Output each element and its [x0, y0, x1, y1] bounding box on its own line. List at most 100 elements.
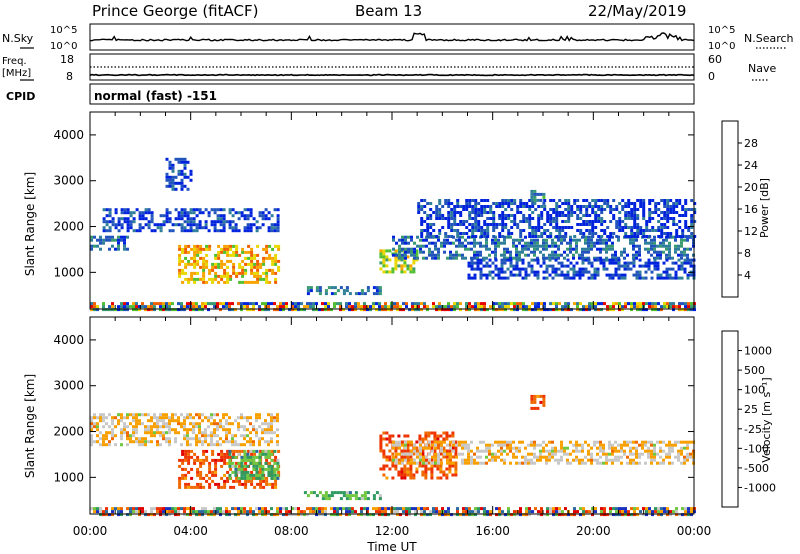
- power-cell: [240, 308, 243, 312]
- power-cell: [542, 258, 546, 262]
- power-cell: [431, 250, 434, 254]
- power-cell: [435, 205, 439, 208]
- power-cell: [594, 220, 598, 223]
- velocity-cell: [228, 452, 232, 456]
- velocity-cell: [539, 449, 542, 453]
- power-cell: [381, 308, 384, 312]
- power-cell: [375, 302, 378, 306]
- power-cell: [407, 247, 410, 251]
- power-cell: [522, 220, 526, 223]
- velocity-cell: [108, 425, 111, 429]
- power-cell: [635, 253, 638, 257]
- power-cell: [627, 226, 631, 229]
- power-cell: [102, 208, 106, 212]
- power-cell: [525, 202, 529, 205]
- power-cell: [216, 305, 219, 309]
- velocity-cell: [93, 416, 96, 420]
- velocity-cell: [417, 507, 420, 511]
- velocity-cell: [168, 437, 171, 441]
- velocity-cell: [400, 470, 404, 474]
- power-cell: [671, 235, 674, 239]
- velocity-cell: [190, 485, 194, 489]
- power-cell: [468, 205, 472, 208]
- power-cell: [674, 247, 677, 251]
- power-cell: [572, 253, 575, 257]
- power-cell: [531, 302, 534, 306]
- power-cell: [372, 292, 376, 296]
- power-feature: [417, 199, 697, 238]
- power-cell: [394, 261, 398, 265]
- velocity-cell: [621, 507, 624, 511]
- power-cell: [465, 308, 468, 312]
- velocity-cell: [120, 413, 123, 417]
- power-cell: [162, 214, 166, 218]
- power-cell: [510, 208, 514, 211]
- power-cell: [435, 308, 438, 312]
- power-cell: [237, 302, 240, 306]
- velocity-cell: [171, 419, 174, 423]
- power-cell: [588, 302, 591, 306]
- power-cell: [217, 253, 221, 257]
- power-cell: [572, 267, 576, 271]
- velocity-cell: [381, 513, 384, 517]
- velocity-cell: [250, 479, 254, 483]
- velocity-cell: [500, 443, 503, 447]
- velocity-cell: [232, 479, 236, 483]
- power-feature: [90, 302, 696, 312]
- power-cell: [232, 244, 236, 248]
- velocity-cell: [503, 461, 506, 465]
- power-cell: [456, 229, 460, 232]
- velocity-cell: [243, 473, 247, 477]
- power-cell: [651, 308, 654, 312]
- power-cell: [135, 302, 138, 306]
- power-cell: [177, 302, 180, 306]
- power-cell: [542, 201, 546, 205]
- velocity-cell: [243, 434, 246, 438]
- velocity-cell: [509, 446, 512, 450]
- power-cell: [617, 238, 620, 242]
- velocity-cell: [644, 440, 647, 444]
- power-cell: [605, 250, 608, 254]
- velocity-cell: [321, 497, 325, 501]
- power-cell: [456, 211, 460, 214]
- power-cell: [117, 238, 120, 242]
- velocity-cell: [438, 513, 441, 517]
- velocity-cell: [225, 513, 228, 517]
- velocity-cell: [264, 461, 268, 465]
- power-cell: [485, 273, 489, 277]
- power-cell: [480, 226, 484, 229]
- velocity-cell: [228, 476, 232, 480]
- power-cell: [135, 229, 139, 233]
- power-cell: [524, 247, 527, 251]
- velocity-cell: [465, 507, 468, 511]
- power-cell: [627, 214, 631, 217]
- power-cell: [665, 256, 668, 260]
- power-cell: [624, 305, 627, 309]
- power-cell: [232, 253, 236, 257]
- velocity-cell: [255, 413, 258, 417]
- power-cell: [183, 308, 186, 312]
- velocity-cell: [244, 461, 248, 465]
- velocity-cell: [90, 440, 93, 444]
- velocity-cell: [141, 443, 144, 447]
- power-cell: [578, 273, 582, 277]
- power-cell: [459, 308, 462, 312]
- power-cell: [345, 286, 349, 290]
- power-cell: [618, 202, 622, 205]
- velocity-cell: [198, 428, 201, 432]
- power-cell: [288, 308, 291, 312]
- power-cell: [404, 238, 407, 242]
- velocity-cell: [255, 449, 259, 453]
- power-cell: [543, 199, 547, 202]
- velocity-cell: [464, 440, 467, 444]
- power-cell: [425, 244, 428, 248]
- velocity-cell: [569, 440, 572, 444]
- power-cell: [273, 223, 277, 227]
- velocity-cell: [354, 491, 358, 495]
- power-cell: [626, 264, 630, 268]
- power-cell: [522, 308, 525, 312]
- power-cell: [441, 308, 444, 312]
- power-cell: [187, 277, 191, 281]
- power-cell: [582, 199, 586, 202]
- velocity-cell: [168, 428, 171, 432]
